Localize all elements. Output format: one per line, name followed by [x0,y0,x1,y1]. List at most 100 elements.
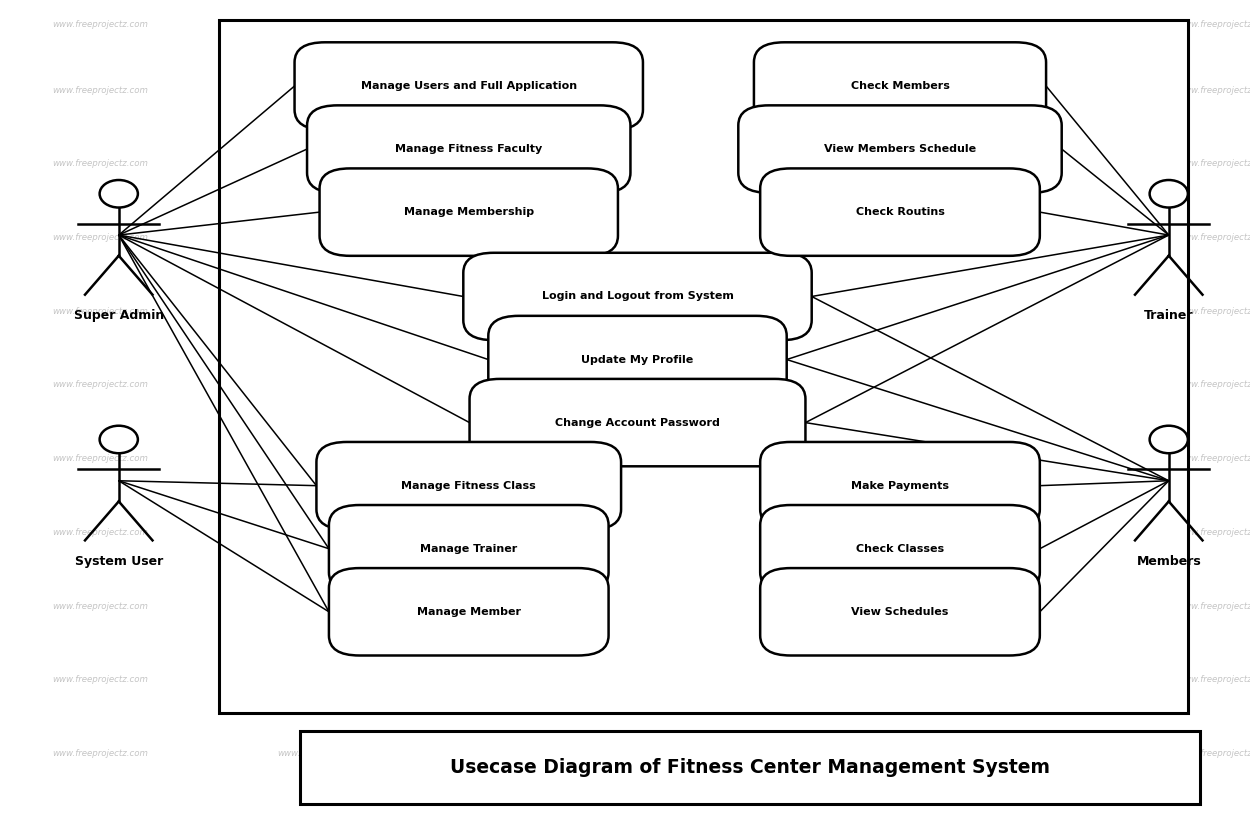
Text: www.freeprojectz.com: www.freeprojectz.com [728,233,823,242]
Text: www.freeprojectz.com: www.freeprojectz.com [52,528,148,536]
Ellipse shape [100,426,138,453]
Text: www.freeprojectz.com: www.freeprojectz.com [952,307,1048,315]
Text: www.freeprojectz.com: www.freeprojectz.com [278,528,372,536]
FancyBboxPatch shape [329,505,609,592]
FancyBboxPatch shape [760,505,1040,592]
Text: www.freeprojectz.com: www.freeprojectz.com [278,381,372,389]
Text: www.freeprojectz.com: www.freeprojectz.com [503,528,598,536]
FancyBboxPatch shape [295,43,642,129]
Text: Trainer: Trainer [1144,310,1194,323]
Text: www.freeprojectz.com: www.freeprojectz.com [1178,381,1250,389]
Text: www.freeprojectz.com: www.freeprojectz.com [728,160,823,168]
Text: www.freeprojectz.com: www.freeprojectz.com [52,307,148,315]
Text: www.freeprojectz.com: www.freeprojectz.com [52,233,148,242]
Text: www.freeprojectz.com: www.freeprojectz.com [52,86,148,94]
Text: www.freeprojectz.com: www.freeprojectz.com [503,86,598,94]
Text: Manage Fitness Faculty: Manage Fitness Faculty [395,144,542,154]
Text: www.freeprojectz.com: www.freeprojectz.com [952,233,1048,242]
Ellipse shape [100,180,138,207]
Text: Members: Members [1136,555,1201,568]
Text: Manage Membership: Manage Membership [404,207,534,217]
Text: www.freeprojectz.com: www.freeprojectz.com [503,307,598,315]
Text: www.freeprojectz.com: www.freeprojectz.com [728,307,823,315]
Text: www.freeprojectz.com: www.freeprojectz.com [278,455,372,463]
Text: www.freeprojectz.com: www.freeprojectz.com [503,20,598,29]
Text: www.freeprojectz.com: www.freeprojectz.com [1178,455,1250,463]
FancyBboxPatch shape [739,106,1061,192]
Text: www.freeprojectz.com: www.freeprojectz.com [278,86,372,94]
Text: www.freeprojectz.com: www.freeprojectz.com [728,86,823,94]
FancyBboxPatch shape [464,253,811,340]
Text: System User: System User [75,555,162,568]
Text: www.freeprojectz.com: www.freeprojectz.com [1178,602,1250,610]
Text: www.freeprojectz.com: www.freeprojectz.com [728,20,823,29]
Text: www.freeprojectz.com: www.freeprojectz.com [1178,86,1250,94]
Text: www.freeprojectz.com: www.freeprojectz.com [278,676,372,684]
FancyBboxPatch shape [300,731,1200,804]
FancyBboxPatch shape [760,169,1040,256]
Text: www.freeprojectz.com: www.freeprojectz.com [503,160,598,168]
Text: www.freeprojectz.com: www.freeprojectz.com [728,749,823,758]
Text: Check Routins: Check Routins [855,207,945,217]
Text: www.freeprojectz.com: www.freeprojectz.com [278,307,372,315]
Text: www.freeprojectz.com: www.freeprojectz.com [52,676,148,684]
Text: www.freeprojectz.com: www.freeprojectz.com [52,749,148,758]
Text: Change Account Password: Change Account Password [555,418,720,428]
Ellipse shape [1150,180,1188,207]
Text: www.freeprojectz.com: www.freeprojectz.com [278,749,372,758]
Text: Login and Logout from System: Login and Logout from System [541,292,734,301]
Text: www.freeprojectz.com: www.freeprojectz.com [278,20,372,29]
Text: www.freeprojectz.com: www.freeprojectz.com [728,676,823,684]
Text: www.freeprojectz.com: www.freeprojectz.com [952,86,1048,94]
Text: www.freeprojectz.com: www.freeprojectz.com [278,160,372,168]
Text: Manage Trainer: Manage Trainer [420,544,518,554]
Text: www.freeprojectz.com: www.freeprojectz.com [728,602,823,610]
FancyBboxPatch shape [489,316,786,403]
Text: www.freeprojectz.com: www.freeprojectz.com [728,455,823,463]
FancyBboxPatch shape [320,169,618,256]
Text: Update My Profile: Update My Profile [581,355,694,364]
FancyBboxPatch shape [329,568,609,655]
Text: www.freeprojectz.com: www.freeprojectz.com [952,602,1048,610]
FancyBboxPatch shape [316,442,621,529]
FancyBboxPatch shape [760,568,1040,655]
Text: www.freeprojectz.com: www.freeprojectz.com [503,749,598,758]
FancyBboxPatch shape [754,43,1046,129]
Text: www.freeprojectz.com: www.freeprojectz.com [952,160,1048,168]
Text: Check Members: Check Members [850,81,950,91]
Text: www.freeprojectz.com: www.freeprojectz.com [952,676,1048,684]
Text: Manage Member: Manage Member [416,607,521,617]
Text: www.freeprojectz.com: www.freeprojectz.com [1178,160,1250,168]
Text: www.freeprojectz.com: www.freeprojectz.com [52,602,148,610]
Text: www.freeprojectz.com: www.freeprojectz.com [952,381,1048,389]
Text: www.freeprojectz.com: www.freeprojectz.com [1178,233,1250,242]
FancyBboxPatch shape [760,442,1040,529]
Text: www.freeprojectz.com: www.freeprojectz.com [503,676,598,684]
Text: www.freeprojectz.com: www.freeprojectz.com [52,20,148,29]
Text: Make Payments: Make Payments [851,481,949,491]
Text: www.freeprojectz.com: www.freeprojectz.com [952,749,1048,758]
Ellipse shape [1150,426,1188,453]
Text: www.freeprojectz.com: www.freeprojectz.com [503,602,598,610]
Text: www.freeprojectz.com: www.freeprojectz.com [952,455,1048,463]
Text: www.freeprojectz.com: www.freeprojectz.com [278,233,372,242]
Text: View Schedules: View Schedules [851,607,949,617]
Text: Super Admin: Super Admin [74,310,164,323]
Text: www.freeprojectz.com: www.freeprojectz.com [1178,676,1250,684]
Text: www.freeprojectz.com: www.freeprojectz.com [1178,749,1250,758]
Text: View Members Schedule: View Members Schedule [824,144,976,154]
Text: Manage Users and Full Application: Manage Users and Full Application [361,81,576,91]
Text: Usecase Diagram of Fitness Center Management System: Usecase Diagram of Fitness Center Manage… [450,758,1050,777]
Text: www.freeprojectz.com: www.freeprojectz.com [503,381,598,389]
Text: www.freeprojectz.com: www.freeprojectz.com [1178,528,1250,536]
Text: www.freeprojectz.com: www.freeprojectz.com [52,160,148,168]
Text: www.freeprojectz.com: www.freeprojectz.com [728,381,823,389]
Text: www.freeprojectz.com: www.freeprojectz.com [728,528,823,536]
Text: www.freeprojectz.com: www.freeprojectz.com [503,233,598,242]
Text: Check Classes: Check Classes [856,544,944,554]
FancyBboxPatch shape [308,106,630,192]
FancyBboxPatch shape [219,20,1188,713]
Text: www.freeprojectz.com: www.freeprojectz.com [503,455,598,463]
Text: Manage Fitness Class: Manage Fitness Class [401,481,536,491]
Text: www.freeprojectz.com: www.freeprojectz.com [52,455,148,463]
